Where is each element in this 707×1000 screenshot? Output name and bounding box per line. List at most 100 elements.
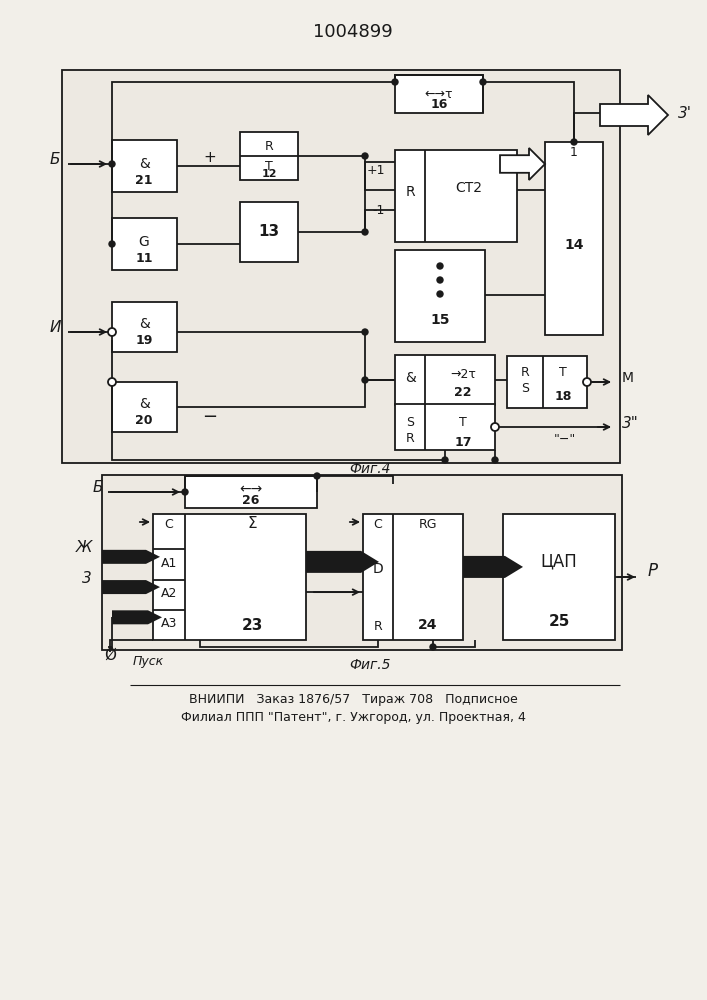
Circle shape bbox=[362, 153, 368, 159]
Text: A3: A3 bbox=[160, 617, 177, 630]
Polygon shape bbox=[395, 250, 485, 342]
Text: Филиал ППП "Патент", г. Ужгород, ул. Проектная, 4: Филиал ППП "Патент", г. Ужгород, ул. Про… bbox=[180, 712, 525, 724]
Circle shape bbox=[491, 423, 499, 431]
Text: C: C bbox=[165, 518, 173, 530]
Text: "−": "−" bbox=[554, 432, 576, 446]
Text: M: M bbox=[622, 371, 634, 385]
Text: Б: Б bbox=[49, 152, 60, 167]
Polygon shape bbox=[185, 476, 317, 508]
Text: &: & bbox=[404, 371, 416, 385]
Text: Σ: Σ bbox=[247, 516, 257, 532]
Polygon shape bbox=[112, 302, 177, 352]
Circle shape bbox=[314, 473, 320, 479]
Text: G: G bbox=[139, 235, 149, 249]
Circle shape bbox=[362, 329, 368, 335]
Text: И: И bbox=[49, 320, 61, 336]
Text: &: & bbox=[139, 317, 149, 331]
Circle shape bbox=[109, 379, 115, 385]
Text: ←→τ: ←→τ bbox=[425, 88, 453, 101]
Polygon shape bbox=[395, 75, 483, 113]
Text: 1: 1 bbox=[570, 145, 578, 158]
Text: R: R bbox=[373, 620, 382, 634]
Text: 11: 11 bbox=[135, 251, 153, 264]
Text: Ж: Ж bbox=[76, 540, 92, 555]
Polygon shape bbox=[507, 356, 587, 408]
Text: 24: 24 bbox=[419, 618, 438, 632]
Text: 19: 19 bbox=[135, 334, 153, 347]
Text: R: R bbox=[406, 432, 414, 444]
Text: &: & bbox=[139, 157, 149, 171]
Polygon shape bbox=[545, 142, 603, 335]
Circle shape bbox=[437, 277, 443, 283]
Text: A2: A2 bbox=[160, 587, 177, 600]
Text: 25: 25 bbox=[549, 614, 570, 630]
Circle shape bbox=[109, 161, 115, 167]
Polygon shape bbox=[153, 514, 306, 640]
Text: ←→: ←→ bbox=[240, 482, 262, 496]
Polygon shape bbox=[395, 150, 517, 242]
Text: 23: 23 bbox=[242, 617, 263, 633]
Text: 12: 12 bbox=[262, 169, 276, 179]
FancyArrow shape bbox=[102, 580, 160, 594]
Circle shape bbox=[182, 489, 188, 495]
Text: R: R bbox=[520, 365, 530, 378]
Circle shape bbox=[583, 378, 591, 386]
Polygon shape bbox=[240, 132, 298, 180]
Text: ВНИИПИ   Заказ 1876/57   Тираж 708   Подписное: ВНИИПИ Заказ 1876/57 Тираж 708 Подписное bbox=[189, 694, 518, 706]
Polygon shape bbox=[395, 404, 495, 450]
Polygon shape bbox=[102, 475, 622, 650]
Text: 17: 17 bbox=[455, 436, 472, 448]
Text: C: C bbox=[373, 518, 382, 530]
Text: →2τ: →2τ bbox=[450, 367, 476, 380]
Text: R: R bbox=[405, 185, 415, 199]
FancyArrow shape bbox=[102, 550, 160, 564]
Text: A1: A1 bbox=[160, 557, 177, 570]
Text: &: & bbox=[139, 397, 149, 411]
Circle shape bbox=[437, 291, 443, 297]
Text: 26: 26 bbox=[243, 494, 259, 508]
Text: 22: 22 bbox=[455, 386, 472, 399]
Circle shape bbox=[362, 377, 368, 383]
Circle shape bbox=[430, 644, 436, 650]
FancyArrow shape bbox=[306, 551, 379, 573]
Text: Фиг.5: Фиг.5 bbox=[349, 658, 391, 672]
Text: T: T bbox=[459, 416, 467, 428]
Polygon shape bbox=[240, 202, 298, 262]
Circle shape bbox=[109, 241, 115, 247]
Text: S: S bbox=[406, 416, 414, 428]
FancyArrow shape bbox=[112, 610, 162, 624]
Circle shape bbox=[392, 79, 398, 85]
Text: 3": 3" bbox=[622, 416, 638, 430]
Polygon shape bbox=[503, 514, 615, 640]
Polygon shape bbox=[395, 355, 495, 405]
Text: S: S bbox=[521, 381, 529, 394]
Polygon shape bbox=[112, 218, 177, 270]
Text: P: P bbox=[648, 562, 658, 580]
Text: D: D bbox=[373, 562, 383, 576]
Text: RG: RG bbox=[419, 518, 437, 530]
Text: T: T bbox=[559, 365, 567, 378]
Text: Пуск: Пуск bbox=[133, 654, 164, 668]
Circle shape bbox=[480, 79, 486, 85]
Text: 1004899: 1004899 bbox=[313, 23, 393, 41]
Circle shape bbox=[437, 263, 443, 269]
Text: Б: Б bbox=[93, 480, 103, 494]
Text: Ø: Ø bbox=[104, 648, 116, 662]
Text: 13: 13 bbox=[259, 225, 279, 239]
Polygon shape bbox=[500, 148, 545, 180]
Text: 14: 14 bbox=[564, 238, 584, 252]
Text: +: + bbox=[204, 150, 216, 165]
Text: CT2: CT2 bbox=[455, 181, 482, 195]
Text: Фиг.4: Фиг.4 bbox=[349, 462, 391, 476]
Circle shape bbox=[109, 329, 115, 335]
Polygon shape bbox=[112, 140, 177, 192]
Circle shape bbox=[108, 378, 116, 386]
Text: 21: 21 bbox=[135, 174, 153, 186]
FancyArrow shape bbox=[463, 556, 523, 578]
Circle shape bbox=[362, 229, 368, 235]
Circle shape bbox=[492, 457, 498, 463]
Circle shape bbox=[442, 457, 448, 463]
Text: 16: 16 bbox=[431, 99, 448, 111]
Text: 18: 18 bbox=[554, 389, 572, 402]
Text: 20: 20 bbox=[135, 414, 153, 426]
